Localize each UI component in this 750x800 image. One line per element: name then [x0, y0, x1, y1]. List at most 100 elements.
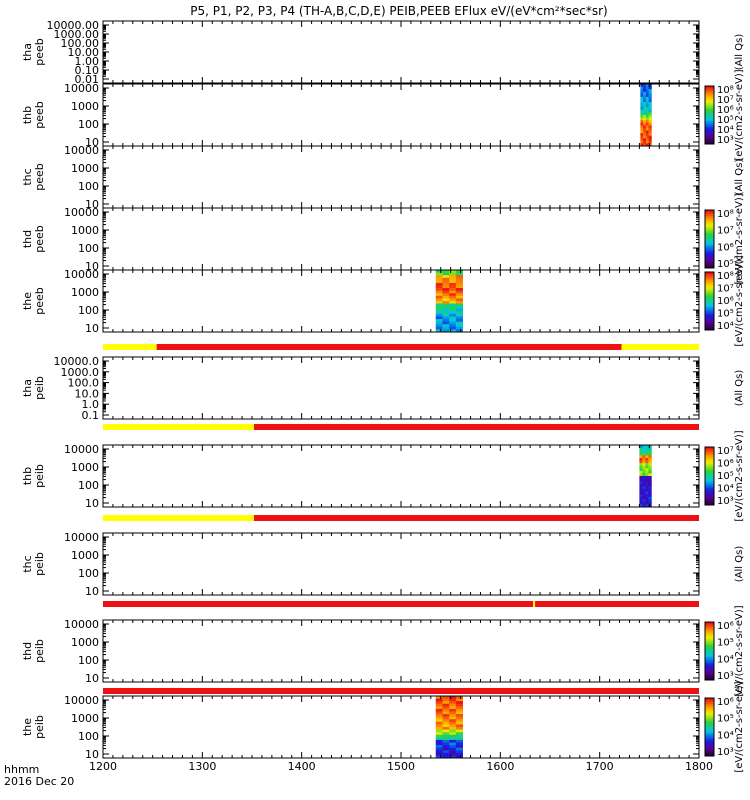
spectrogram-cell — [449, 711, 457, 715]
colorbar-cell — [705, 312, 714, 315]
spectrogram-cell — [643, 109, 647, 113]
spectrogram-cell — [449, 270, 457, 273]
spectrogram-cell — [640, 140, 644, 144]
colorbar-cell — [705, 623, 714, 627]
spectrogram-cell — [648, 463, 652, 467]
colorbar-cell — [705, 746, 714, 749]
spectrogram-cell — [435, 306, 443, 310]
spectrogram-cell — [455, 706, 463, 710]
colorbar-cell — [705, 91, 714, 95]
spectrogram-cell — [435, 752, 443, 756]
side-unit-label: (All Qs) — [734, 546, 745, 583]
colorbar-frame — [704, 85, 715, 145]
colorbar-cell — [705, 242, 714, 246]
spectrogram-cell — [645, 476, 649, 479]
colorbar-cell — [705, 705, 714, 708]
spectrogram-cell — [648, 140, 652, 144]
spectrogram-cell — [435, 706, 443, 710]
colorbar-cell — [705, 324, 714, 327]
spectrogram-cell — [455, 752, 463, 756]
spectrogram-cell — [449, 696, 457, 699]
spectrogram-cell — [639, 494, 643, 498]
spectrogram-cell — [640, 86, 644, 90]
spectrogram-cell — [639, 496, 643, 500]
colorbar-cell — [705, 140, 714, 143]
spectrogram-cell — [645, 504, 649, 508]
y-tick-label: 1.00 — [75, 55, 100, 68]
spectrogram-cell — [648, 488, 652, 492]
colorbar-cell — [705, 107, 714, 110]
spectrogram-cell — [442, 285, 450, 289]
colorbar-cell — [705, 647, 714, 650]
y-tick-label: 10 — [85, 497, 99, 510]
spectrogram-cell — [643, 127, 647, 131]
spectrogram-cell — [442, 752, 450, 756]
colorbar-cell — [705, 666, 714, 669]
colorbar-cell — [705, 86, 714, 89]
panel-label-probe: thd — [21, 642, 34, 660]
colorbar-cell — [705, 501, 714, 504]
colorbar-cell — [705, 239, 714, 242]
colorbar-cell — [705, 299, 714, 302]
status-segment — [533, 601, 536, 607]
spectrogram-cell — [442, 277, 450, 281]
colorbar-tick-label: 10⁵ — [717, 471, 734, 482]
spectrogram-cell — [643, 89, 647, 93]
spectrogram-cell — [648, 102, 652, 106]
colorbar-cell — [705, 674, 714, 677]
spectrogram-cell — [435, 734, 443, 738]
colorbar-tick-label: 10³ — [717, 671, 734, 682]
x-tick-label: 1300 — [188, 760, 216, 773]
spectrogram-cell — [455, 277, 463, 281]
spectrogram-cell — [455, 745, 463, 749]
colorbar-cell — [705, 462, 714, 465]
spectrogram-cell — [435, 316, 443, 320]
panel-thc-peeb: 10000 1000 100 10 thc peeb (All Qs) — [21, 144, 745, 211]
spectrogram-cell — [643, 94, 647, 98]
spectrogram-cell — [455, 708, 463, 712]
spectrogram-cell — [639, 457, 643, 461]
spectrogram-cell — [455, 716, 463, 720]
panel-frame — [102, 619, 700, 683]
colorbar-cell — [705, 138, 714, 141]
spectrogram-cell — [455, 329, 463, 333]
spectrogram-cell — [435, 701, 443, 705]
spectrogram-cell — [455, 750, 463, 754]
spectrogram-cell — [442, 306, 450, 310]
colorbar-frame — [704, 271, 715, 331]
colorbar-cell — [705, 460, 714, 463]
spectrogram-cell — [442, 295, 450, 299]
status-segment — [621, 344, 699, 350]
spectrogram-cell — [645, 135, 649, 139]
colorbar-cell — [705, 481, 714, 485]
spectrogram-cell — [442, 711, 450, 715]
spectrogram-cell — [645, 488, 649, 492]
spectrogram-cell — [442, 732, 450, 736]
spectrogram-cell — [449, 724, 457, 728]
panel-label-product: peib — [33, 376, 46, 400]
spectrogram-cell — [643, 84, 647, 87]
y-tick-label: 10000 — [64, 443, 99, 456]
spectrogram-cell — [645, 138, 649, 142]
colorbar-cell — [705, 717, 714, 720]
spectrogram-cell — [449, 308, 457, 312]
spectrogram-cell — [442, 311, 450, 315]
colorbar-cell — [705, 472, 714, 475]
spectrogram-cell — [435, 329, 443, 333]
spectrogram-cell — [455, 737, 463, 741]
y-tick-label: 10 — [85, 672, 99, 685]
side-unit-label: [eV/(cm2-s-sr-eV)] — [734, 605, 745, 696]
spectrogram-cell — [648, 450, 652, 454]
colorbar-cell — [705, 474, 714, 477]
colorbar-cell — [705, 715, 714, 718]
colorbar-frame — [704, 697, 715, 757]
colorbar-cell — [705, 233, 714, 236]
colorbar-cell — [705, 493, 714, 496]
spectrogram-cell — [643, 112, 647, 116]
side-unit-label: (All Qs) — [734, 34, 745, 71]
colorbar-cell — [705, 101, 714, 104]
spectrogram-cell — [455, 721, 463, 725]
colorbar: 10⁶ 10⁵ 10⁴ 10³ — [704, 621, 734, 682]
spectrogram-cell — [639, 488, 643, 492]
spectrogram-cell — [435, 303, 443, 307]
